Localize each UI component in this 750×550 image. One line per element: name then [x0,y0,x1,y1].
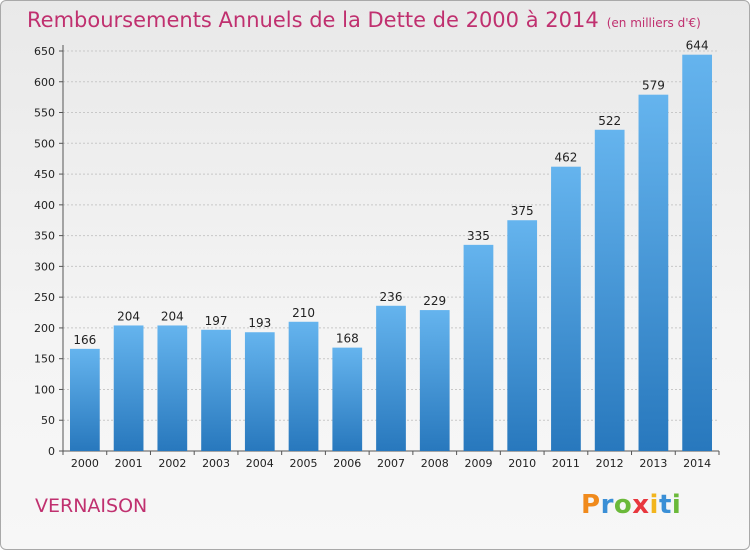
bar-label-2003: 197 [205,314,228,328]
y-tick-label: 550 [34,107,55,120]
x-tick-label-2010: 2010 [508,457,536,470]
bar-2013 [638,94,669,451]
x-tick-label-2002: 2002 [158,457,186,470]
bar-label-2010: 375 [511,204,534,218]
logo-letter: i [649,490,659,520]
x-tick-label-2004: 2004 [246,457,274,470]
bar-value-labels: 166 204 204 197 193 210 168 236 229 335 375 462 522 5… [73,39,708,347]
x-tick-label-2007: 2007 [377,457,405,470]
x-tick-label-2014: 2014 [683,457,711,470]
bar-label-2000: 166 [73,333,96,347]
x-tick-label-2008: 2008 [421,457,449,470]
y-tick-label: 250 [34,291,55,304]
bar-label-2013: 579 [642,79,665,93]
logo-letter: i [671,490,682,520]
y-tick-label: 400 [34,199,55,212]
bar-2009 [463,244,494,451]
bar-label-2008: 229 [423,294,446,308]
chart-title: Remboursements Annuels de la Dette de 20… [27,8,701,32]
x-tick-label-2000: 2000 [71,457,99,470]
bar-2012 [594,129,625,451]
bar-2008 [419,310,450,451]
bar-label-2001: 204 [117,309,140,323]
y-tick-label: 500 [34,137,55,150]
bar-label-2012: 522 [598,114,621,128]
y-tick-label: 50 [41,414,55,427]
y-tick-label: 450 [34,168,55,181]
x-tick-label-2012: 2012 [596,457,624,470]
x-tick-label-2003: 2003 [202,457,230,470]
x-axis-ticks: 2000 2001 2002 2003 2004 2005 2006 2007 2008 2009… [62,451,720,470]
x-tick-label-2006: 2006 [333,457,361,470]
x-tick-label-2005: 2005 [290,457,318,470]
bar-label-2005: 210 [292,306,315,320]
proxiti-logo: Proxiti [581,490,681,520]
logo-letter: x [632,490,650,520]
y-tick-label: 600 [34,76,55,89]
y-axis-ticks: 0 50 100 150 200 250 300 350 400 450 500 550 600 650 [34,45,63,458]
x-tick-label-2001: 2001 [115,457,143,470]
bars [69,54,713,451]
bar-2007 [376,305,406,451]
bar-label-2009: 335 [467,229,490,243]
commune-name: VERNAISON [35,495,148,517]
bar-label-2004: 193 [248,316,271,330]
bar-label-2011: 462 [554,151,577,165]
y-tick-label: 150 [34,353,55,366]
chart-unit-note: (en milliers d'€) [606,16,701,30]
y-tick-label: 350 [34,230,55,243]
bar-2002 [157,325,188,451]
y-tick-label: 650 [34,45,55,58]
bar-label-2007: 236 [380,290,403,304]
logo-letter: o [613,490,633,520]
bar-2004 [244,332,275,451]
y-tick-label: 0 [48,445,55,458]
x-tick-label-2009: 2009 [464,457,492,470]
bar-label-2002: 204 [161,309,184,323]
bar-2005 [288,321,319,451]
bar-2003 [201,329,231,451]
chart-title-main: Remboursements Annuels de la Dette de 20… [27,8,599,32]
logo-letter: t [658,490,672,520]
bar-2001 [113,325,144,451]
bar-2011 [551,166,581,451]
bar-2014 [682,54,713,451]
bar-2000 [69,348,100,451]
bar-label-2014: 644 [686,39,709,53]
bar-2006 [332,347,363,451]
x-tick-label-2011: 2011 [552,457,580,470]
x-tick-label-2013: 2013 [639,457,667,470]
y-tick-label: 200 [34,322,55,335]
logo-letter: r [600,490,614,520]
bar-2010 [507,220,538,451]
logo-letter: P [581,490,601,520]
y-tick-label: 300 [34,260,55,273]
y-tick-label: 100 [34,383,55,396]
bar-label-2006: 168 [336,332,359,346]
